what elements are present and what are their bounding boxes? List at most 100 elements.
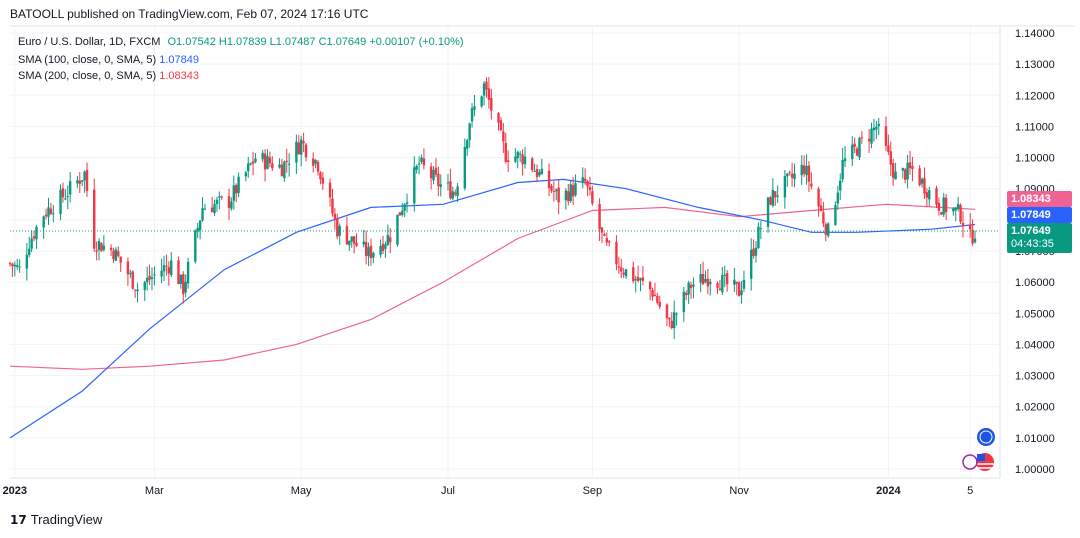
candle-body	[109, 247, 113, 250]
candle-body	[648, 282, 652, 290]
candle-body	[774, 191, 777, 198]
candle-body	[884, 126, 888, 146]
candle-body	[956, 203, 960, 210]
candle-body	[66, 196, 69, 198]
candle-body	[456, 186, 459, 196]
candle-body	[97, 240, 101, 250]
candle-body	[925, 192, 929, 198]
candle-body	[668, 317, 671, 320]
candle-body	[112, 250, 115, 260]
candle-body	[586, 181, 589, 187]
candle-body	[701, 273, 705, 285]
candle-body	[254, 158, 257, 163]
sma200-line	[9, 203, 976, 370]
candle-body	[133, 289, 137, 291]
candle-body	[540, 168, 544, 174]
candle-body	[591, 191, 594, 204]
candle-body	[167, 267, 171, 274]
candle-body	[944, 197, 948, 213]
candle-body	[685, 293, 688, 296]
candle-body	[451, 191, 454, 199]
candle-body	[665, 304, 669, 319]
candle-body	[822, 212, 825, 224]
sma100-line	[9, 178, 976, 439]
candle-body	[417, 163, 421, 165]
candle-body	[203, 208, 207, 210]
candle-body	[78, 180, 81, 184]
candle-body	[552, 191, 556, 193]
candle-body	[603, 234, 606, 236]
candle-body	[531, 158, 534, 171]
candle-body	[247, 163, 250, 172]
y-tick-label: 1.01000	[1015, 433, 1055, 445]
candle-body	[564, 190, 568, 201]
candle-body	[372, 252, 375, 258]
candle-body	[959, 205, 962, 222]
candle-body	[788, 172, 791, 174]
candle-body	[682, 291, 686, 313]
candle-body	[653, 294, 657, 297]
candle-body	[8, 263, 12, 265]
candle-body	[624, 269, 628, 277]
candle-body	[887, 145, 890, 152]
candle-body	[867, 138, 871, 142]
sma100-legend[interactable]: SMA (100, close, 0, SMA, 5) 1.07849	[18, 54, 199, 66]
sma200-legend[interactable]: SMA (200, close, 0, SMA, 5) 1.08343	[18, 70, 199, 82]
candle-body	[502, 131, 505, 142]
us-flag-event-icon[interactable]	[962, 453, 994, 471]
candle-body	[215, 199, 219, 204]
candle-body	[754, 247, 758, 256]
candle-body	[184, 281, 187, 293]
candle-body	[672, 312, 676, 329]
candle-body	[490, 98, 493, 111]
candle-body	[117, 251, 120, 257]
economic-calendar-icon[interactable]	[977, 428, 995, 446]
candle-body	[870, 128, 873, 144]
candle-body	[769, 197, 772, 205]
candle-body	[860, 137, 864, 139]
publisher-line: BATOOLL published on TradingView.com, Fe…	[10, 7, 369, 21]
candle-body	[889, 151, 892, 165]
candle-body	[237, 176, 240, 193]
candle-body	[716, 283, 719, 288]
candle-body	[632, 267, 635, 282]
footer-brand-label: TradingView	[30, 512, 103, 527]
candle-body	[227, 196, 231, 209]
candle-body	[783, 176, 787, 198]
candle-body	[415, 165, 418, 170]
candle-body	[278, 164, 281, 168]
candle-body	[571, 185, 575, 197]
candle-body	[398, 212, 402, 216]
candle-body	[235, 184, 238, 194]
candle-body	[567, 191, 570, 202]
candle-body	[434, 167, 438, 175]
candle-body	[940, 212, 943, 215]
candle-body	[675, 313, 678, 315]
candle-body	[470, 108, 474, 122]
candle-body	[737, 282, 741, 297]
candle-body	[692, 284, 695, 287]
candle-body	[280, 164, 284, 177]
candle-body	[299, 139, 303, 155]
sma200-price-tag: 1.08343	[1007, 191, 1072, 207]
candle-body	[923, 178, 926, 194]
candle-body	[13, 264, 17, 267]
candle-body	[35, 226, 38, 240]
candle-body	[429, 166, 433, 179]
candle-body	[328, 182, 332, 198]
footer-brand[interactable]: 𝟭𝟳 TradingView	[10, 512, 102, 527]
candle-body	[350, 236, 353, 242]
candle-body	[297, 142, 300, 155]
candle-body	[810, 183, 813, 187]
candle-body	[834, 205, 837, 225]
candle-body	[52, 213, 55, 215]
symbol-name[interactable]: Euro / U.S. Dollar, 1D, FXCM	[18, 36, 161, 48]
candle-body	[928, 190, 931, 200]
candle-body	[721, 275, 724, 293]
candle-body	[405, 202, 409, 204]
candle-body	[312, 158, 315, 166]
candle-body	[718, 288, 722, 291]
candle-body	[403, 204, 406, 211]
candle-body	[740, 290, 743, 295]
grid	[10, 26, 1000, 478]
